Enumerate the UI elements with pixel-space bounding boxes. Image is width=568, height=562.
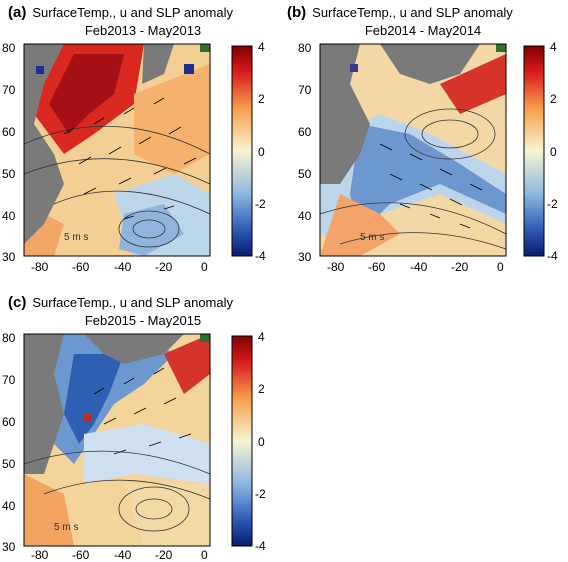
- colorbar-tick-label: -2: [547, 197, 558, 211]
- y-tick-label: 80: [298, 41, 312, 55]
- panel-a-title: (a) SurfaceTemp., u and SLP anomaly: [8, 4, 233, 21]
- y-tick-label: 60: [2, 125, 16, 139]
- y-tick-label: 50: [2, 167, 16, 181]
- colorbar-tick-label: 2: [258, 382, 265, 396]
- y-tick-label: 60: [298, 125, 312, 139]
- y-tick-label: 80: [2, 331, 16, 345]
- y-tick-label: 80: [2, 41, 16, 55]
- svg-text:5 m s: 5 m s: [360, 232, 384, 243]
- panel-c-colorbar: [231, 335, 253, 547]
- panel-b-period: Feb2014 - May2014: [364, 23, 482, 38]
- x-tick-label: -60: [72, 260, 90, 274]
- colorbar-tick-label: 0: [258, 145, 265, 159]
- svg-text:5 m s: 5 m s: [64, 232, 88, 243]
- svg-text:5 m s: 5 m s: [54, 522, 78, 533]
- colorbar-tick-label: 0: [550, 145, 557, 159]
- y-tick-label: 70: [298, 83, 312, 97]
- x-tick-label: -20: [451, 260, 469, 274]
- y-tick-label: 30: [2, 540, 16, 554]
- x-tick-label: -80: [31, 260, 49, 274]
- x-tick-label: -40: [114, 548, 132, 562]
- colorbar-tick-label: 2: [550, 92, 557, 106]
- y-tick-label: 60: [2, 415, 16, 429]
- panel-b-map: 5 m s: [319, 43, 507, 257]
- x-tick-label: -40: [410, 260, 428, 274]
- x-tick-label: -80: [327, 260, 345, 274]
- x-tick-label: -20: [155, 260, 173, 274]
- colorbar-tick-label: 4: [258, 330, 265, 344]
- x-tick-label: 0: [201, 548, 208, 562]
- x-tick-label: -80: [31, 548, 49, 562]
- y-tick-label: 40: [2, 209, 16, 223]
- y-tick-label: 50: [298, 167, 312, 181]
- y-tick-label: 70: [2, 83, 16, 97]
- y-tick-label: 30: [298, 250, 312, 264]
- colorbar-tick-label: 2: [258, 92, 265, 106]
- y-tick-label: 30: [2, 250, 16, 264]
- y-tick-label: 40: [298, 209, 312, 223]
- colorbar-tick-label: 4: [550, 40, 557, 54]
- panel-c-period: Feb2015 - May2015: [84, 313, 202, 328]
- x-tick-label: -60: [368, 260, 386, 274]
- panel-c-title: (c) SurfaceTemp., u and SLP anomaly: [8, 294, 233, 311]
- panel-b-title: (b) SurfaceTemp., u and SLP anomaly: [287, 4, 513, 21]
- panel-a-colorbar: [231, 45, 253, 257]
- colorbar-tick-label: 4: [258, 40, 265, 54]
- y-tick-label: 40: [2, 499, 16, 513]
- colorbar-tick-label: -2: [255, 197, 266, 211]
- panel-b-colorbar: [523, 45, 545, 257]
- x-tick-label: -60: [72, 548, 90, 562]
- x-tick-label: 0: [201, 260, 208, 274]
- colorbar-tick-label: -4: [255, 249, 266, 263]
- x-tick-label: -20: [155, 548, 173, 562]
- x-tick-label: 0: [497, 260, 504, 274]
- x-tick-label: -40: [114, 260, 132, 274]
- y-tick-label: 50: [2, 457, 16, 471]
- colorbar-tick-label: -4: [547, 249, 558, 263]
- panel-a-period: Feb2013 - May2013: [84, 23, 202, 38]
- panel-a-map: 5 m s: [23, 43, 211, 257]
- colorbar-tick-label: 0: [258, 435, 265, 449]
- colorbar-tick-label: -4: [255, 539, 266, 553]
- colorbar-tick-label: -2: [255, 487, 266, 501]
- panel-c-map: 5 m s: [23, 333, 211, 547]
- y-tick-label: 70: [2, 373, 16, 387]
